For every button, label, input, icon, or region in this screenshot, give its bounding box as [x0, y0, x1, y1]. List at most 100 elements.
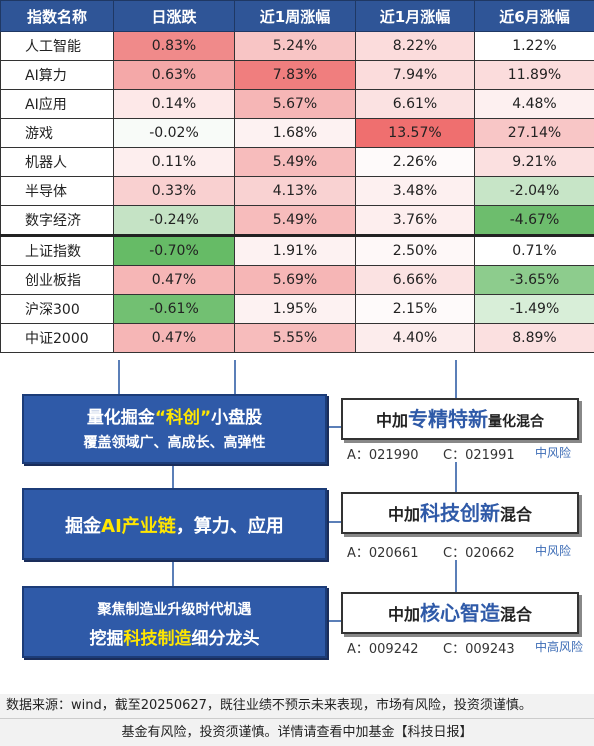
index-name-cell: 创业板指	[1, 266, 114, 295]
theme-title-highlight: “科创”	[155, 408, 211, 428]
connector-line	[234, 360, 236, 394]
value-cell: 0.63%	[114, 61, 235, 90]
value-cell: -0.24%	[114, 206, 235, 236]
fund-prefix: 中加	[388, 605, 420, 624]
value-cell: 1.95%	[235, 295, 356, 324]
fund-suffix: 混合	[500, 505, 532, 524]
value-cell: -4.67%	[475, 206, 594, 236]
value-cell: 13.57%	[356, 119, 475, 148]
table-row: 游戏-0.02%1.68%13.57%27.14%	[1, 119, 594, 148]
fund-emphasis: 核心智造	[420, 601, 500, 625]
value-cell: 7.83%	[235, 61, 356, 90]
table-row: 数字经济-0.24%5.49%3.76%-4.67%	[1, 206, 594, 236]
value-cell: 4.40%	[356, 324, 475, 353]
value-cell: 1.22%	[475, 32, 594, 61]
value-cell: -0.61%	[114, 295, 235, 324]
connector-line	[118, 360, 120, 394]
table-row: 沪深300-0.61%1.95%2.15%-1.49%	[1, 295, 594, 324]
fund-code-c: C：009243	[443, 638, 515, 657]
value-cell: 6.61%	[356, 90, 475, 119]
risk-disclaimer: 基金有风险，投资须谨慎。详情请查看中加基金【科技日报】	[0, 718, 594, 746]
connector-line	[455, 462, 457, 492]
theme-title-part: 掘金	[65, 516, 101, 537]
theme-title-part: 小盘股	[211, 408, 262, 428]
fund-suffix: 混合	[500, 605, 532, 624]
fund-prefix: 中加	[376, 411, 408, 430]
value-cell: -2.04%	[475, 177, 594, 206]
fund-emphasis: 科技创新	[420, 501, 500, 525]
theme-title-highlight: 科技制造	[124, 629, 192, 649]
value-cell: 0.47%	[114, 324, 235, 353]
fund-code-a: A：009242	[347, 638, 419, 657]
risk-level-label: 中高风险	[535, 638, 583, 655]
value-cell: 5.67%	[235, 90, 356, 119]
value-cell: 3.48%	[356, 177, 475, 206]
header-daily-change: 日涨跌	[114, 1, 235, 32]
theme-box-smallcap: 量化掘金“科创”小盘股 覆盖领域广、高成长、高弹性	[22, 394, 327, 464]
value-cell: 5.69%	[235, 266, 356, 295]
value-cell: 2.50%	[356, 236, 475, 266]
index-name-cell: 游戏	[1, 119, 114, 148]
value-cell: 0.33%	[114, 177, 235, 206]
index-name-cell: 半导体	[1, 177, 114, 206]
value-cell: 0.14%	[114, 90, 235, 119]
value-cell: 3.76%	[356, 206, 475, 236]
value-cell: 5.49%	[235, 206, 356, 236]
value-cell: 2.15%	[356, 295, 475, 324]
value-cell: 8.22%	[356, 32, 475, 61]
risk-level-label: 中风险	[535, 542, 571, 559]
value-cell: 0.71%	[475, 236, 594, 266]
value-cell: 7.94%	[356, 61, 475, 90]
connector-line	[455, 360, 457, 398]
risk-level-label: 中风险	[535, 444, 571, 461]
theme-title-part: ，算力、应用	[176, 516, 284, 537]
value-cell: -0.02%	[114, 119, 235, 148]
value-cell: 0.47%	[114, 266, 235, 295]
value-cell: 5.49%	[235, 148, 356, 177]
theme-title: 量化掘金“科创”小盘股	[24, 403, 325, 428]
fund-name-box-kejichuangxin[interactable]: 中加科技创新混合	[341, 492, 579, 534]
fund-code-a: A：020661	[347, 542, 419, 561]
index-name-cell: 沪深300	[1, 295, 114, 324]
theme-title-part: 量化掘金	[87, 408, 155, 428]
header-1week-change: 近1周涨幅	[235, 1, 356, 32]
index-name-cell: AI应用	[1, 90, 114, 119]
value-cell: 11.89%	[475, 61, 594, 90]
header-index-name: 指数名称	[1, 1, 114, 32]
connector-line	[455, 560, 457, 592]
fund-suffix: 量化混合	[488, 414, 544, 430]
theme-title: 掘金AI产业链，算力、应用	[24, 512, 325, 538]
fund-emphasis: 专精特新	[408, 407, 488, 431]
index-name-cell: 上证指数	[1, 236, 114, 266]
header-6month-change: 近6月涨幅	[475, 1, 594, 32]
value-cell: 5.55%	[235, 324, 356, 353]
fund-name-box-zhuanjingtexin[interactable]: 中加专精特新量化混合	[341, 398, 579, 440]
connector-line	[172, 556, 174, 586]
theme-title-part: 挖掘	[90, 629, 124, 649]
value-cell: 4.48%	[475, 90, 594, 119]
index-name-cell: 数字经济	[1, 206, 114, 236]
index-name-cell: AI算力	[1, 61, 114, 90]
theme-line1: 聚焦制造业升级时代机遇	[24, 599, 325, 619]
table-header-row: 指数名称 日涨跌 近1周涨幅 近1月涨幅 近6月涨幅	[1, 1, 594, 32]
connector-line	[172, 460, 174, 488]
header-1month-change: 近1月涨幅	[356, 1, 475, 32]
theme-title-highlight: AI产业链	[101, 516, 176, 537]
theme-title-part: 细分龙头	[192, 629, 260, 649]
value-cell: 5.24%	[235, 32, 356, 61]
value-cell: 1.68%	[235, 119, 356, 148]
fund-code-c: C：021991	[443, 444, 515, 463]
value-cell: 0.11%	[114, 148, 235, 177]
table-row: 上证指数-0.70%1.91%2.50%0.71%	[1, 236, 594, 266]
fund-name-box-hexinzhizao[interactable]: 中加核心智造混合	[341, 592, 579, 634]
fund-prefix: 中加	[388, 505, 420, 524]
index-name-cell: 机器人	[1, 148, 114, 177]
value-cell: 9.21%	[475, 148, 594, 177]
theme-subtitle: 覆盖领域广、高成长、高弹性	[24, 432, 325, 452]
value-cell: 6.66%	[356, 266, 475, 295]
